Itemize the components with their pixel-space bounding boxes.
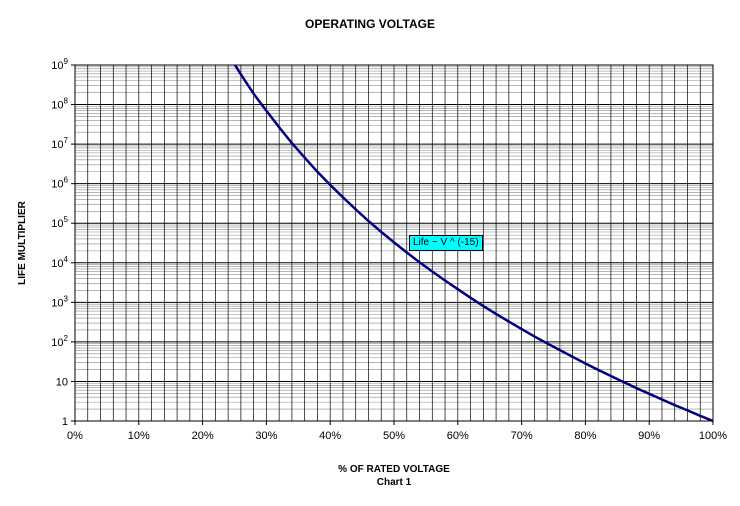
x-tick-label: 50% <box>383 430 405 442</box>
y-axis-label: LIFE MULTIPLIER <box>17 200 28 284</box>
x-tick-label: 90% <box>638 430 660 442</box>
y-tick-labels: 1 10 102 103 104 105 106 107 108 109 <box>51 57 75 428</box>
x-tick-label: 30% <box>255 430 277 442</box>
chart-title: OPERATING VOLTAGE <box>304 17 435 31</box>
x-tick-label: 60% <box>447 430 469 442</box>
y-tick-label: 109 <box>51 57 68 72</box>
x-axis-label: % OF RATED VOLTAGE <box>338 464 450 475</box>
x-tick-labels: 0% 10% 20% 30% 40% 50% 60% 70% 80% 90% 100% <box>67 421 727 442</box>
x-tick-label: 10% <box>128 430 150 442</box>
y-tick-label: 105 <box>51 215 68 230</box>
y-tick-label: 106 <box>51 176 68 191</box>
y-tick-label: 102 <box>51 334 68 349</box>
y-tick-label: 103 <box>51 294 68 309</box>
series-annotation: Life ~ V ^ (-15) <box>409 235 483 251</box>
x-tick-label: 0% <box>67 430 83 442</box>
x-tick-label: 80% <box>574 430 596 442</box>
x-tick-label: 70% <box>511 430 533 442</box>
y-tick-label: 107 <box>51 136 68 151</box>
x-tick-label: 100% <box>699 430 727 442</box>
plot-area-border <box>74 64 714 422</box>
y-tick-label: 104 <box>51 255 68 270</box>
y-tick-label: 1 <box>62 416 68 428</box>
series-line <box>234 64 714 423</box>
y-tick-label: 108 <box>51 97 68 112</box>
x-tick-label: 20% <box>192 430 214 442</box>
x-tick-label: 40% <box>319 430 341 442</box>
y-tick-label: 10 <box>56 376 68 388</box>
x-axis-sublabel: Chart 1 <box>377 477 412 488</box>
